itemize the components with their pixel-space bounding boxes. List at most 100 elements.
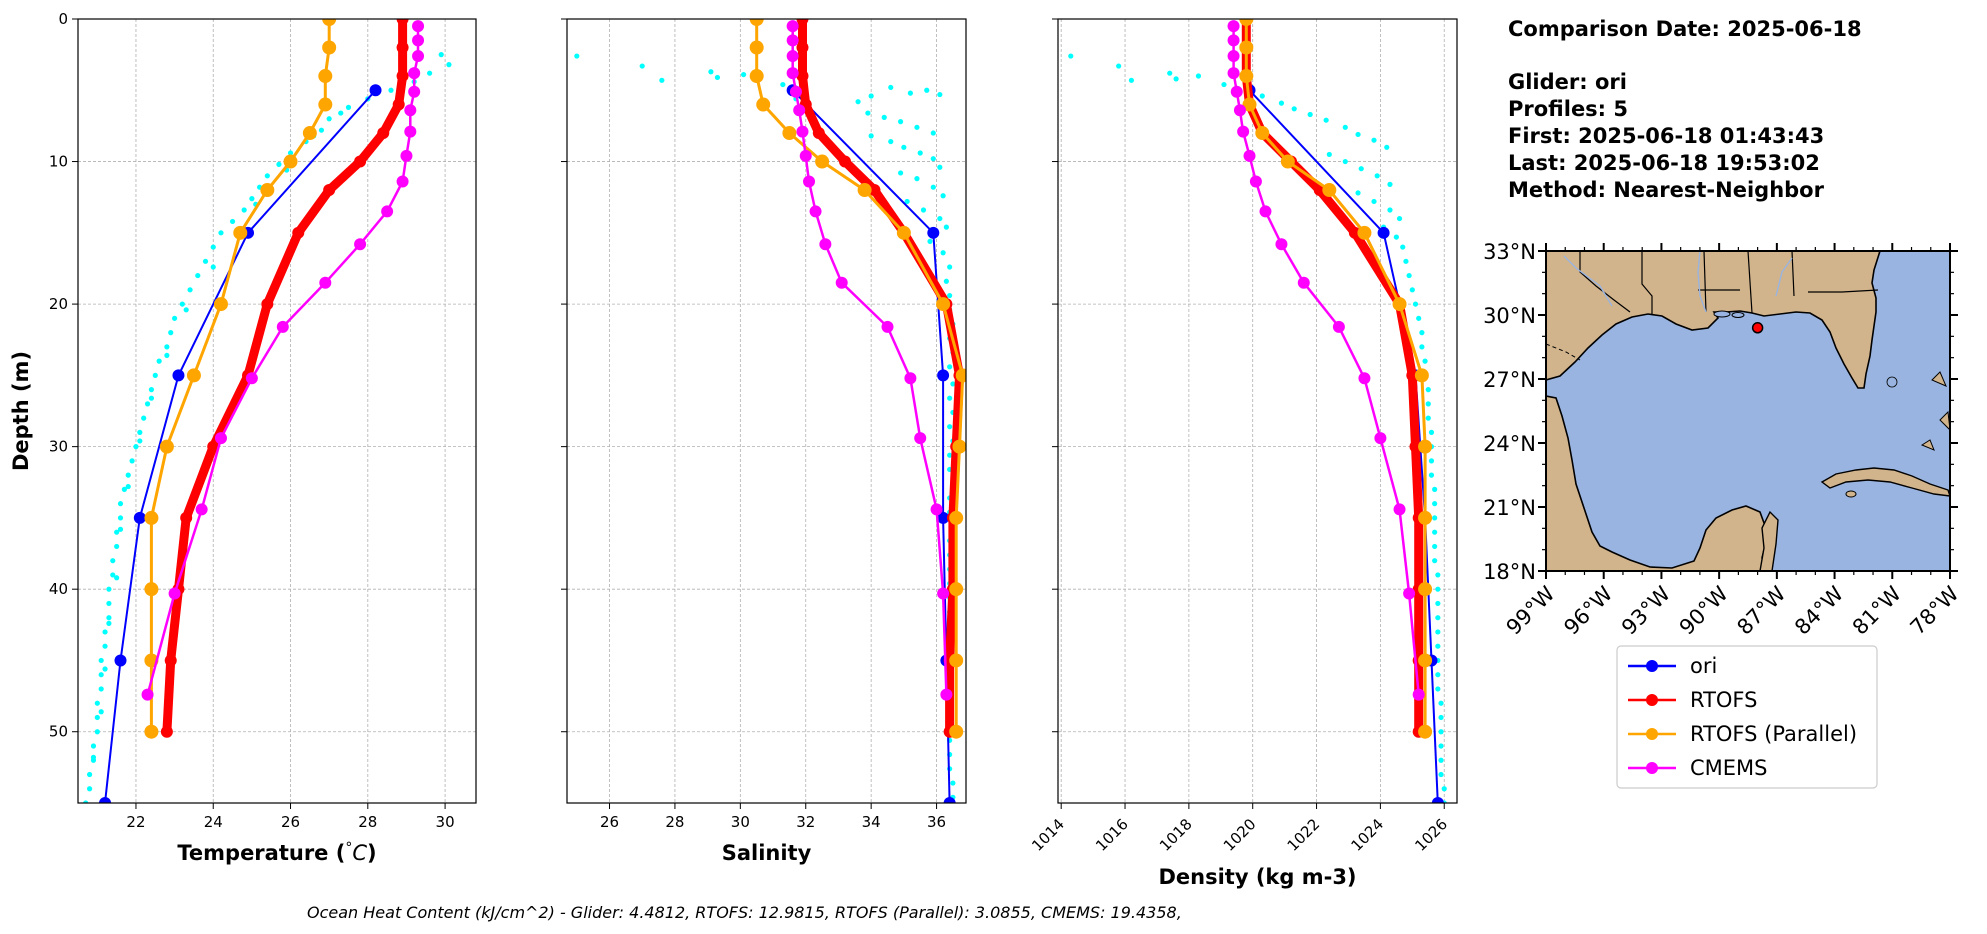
x-tick-label: 1022	[1284, 815, 1324, 855]
raw-glider-point	[388, 87, 394, 93]
data-point	[955, 368, 966, 383]
data-point	[786, 50, 799, 63]
raw-glider-point	[427, 70, 433, 76]
raw-glider-point	[1435, 586, 1441, 592]
data-point	[1431, 797, 1444, 803]
raw-glider-point	[1387, 181, 1393, 187]
legend-box	[1616, 645, 1878, 789]
series-rtofs	[160, 19, 409, 738]
data-point	[796, 70, 809, 83]
raw-glider-point	[1438, 771, 1444, 778]
data-point	[323, 184, 336, 197]
raw-glider-point	[1068, 53, 1074, 59]
raw-glider-point	[168, 330, 174, 336]
data-point	[1322, 183, 1337, 198]
x-axis-label: Temperature (°C)	[177, 840, 376, 865]
raw-glider-point	[264, 173, 270, 179]
raw-glider-point	[1173, 76, 1179, 82]
map-frame	[1545, 250, 1951, 572]
raw-glider-point	[125, 483, 131, 490]
map-lon-label: 99°W	[1502, 581, 1560, 639]
raw-glider-point	[1374, 173, 1380, 179]
series-cmems	[141, 20, 425, 701]
map-lat-label: 21°N	[1483, 496, 1536, 520]
data-point	[164, 654, 177, 667]
data-point	[756, 97, 771, 112]
data-point	[396, 41, 409, 54]
raw-glider-point	[904, 198, 910, 205]
raw-glider-point	[1428, 472, 1435, 478]
legend-marker	[1646, 660, 1658, 672]
data-point	[1239, 69, 1254, 84]
data-point	[799, 149, 812, 162]
series-rtofs	[1240, 19, 1425, 738]
raw-glider-point	[90, 754, 97, 760]
data-point	[404, 104, 417, 117]
raw-glider-point	[943, 278, 949, 284]
raw-glider-point	[924, 87, 930, 93]
data-point	[1249, 175, 1262, 188]
raw-glider-point	[1342, 158, 1348, 165]
isla-juventud	[1845, 490, 1857, 498]
raw-glider-point	[86, 771, 93, 778]
data-point	[949, 582, 964, 597]
raw-glider-point	[947, 452, 953, 458]
map-lon-label: 93°W	[1617, 581, 1675, 639]
x-tick-label: 26	[281, 813, 300, 831]
data-point	[159, 439, 174, 454]
raw-glider-point	[914, 176, 920, 182]
x-axis-label: Density (kg m-3)	[1158, 865, 1356, 889]
data-point	[835, 276, 848, 289]
axes-frame	[77, 18, 477, 804]
axes-frame	[1057, 18, 1458, 804]
raw-glider-point	[1116, 63, 1122, 69]
map-lon-label: 96°W	[1559, 581, 1617, 639]
data-point	[1227, 67, 1240, 80]
raw-glider-point	[1432, 558, 1438, 564]
data-point	[180, 511, 193, 524]
raw-glider-point	[137, 429, 143, 435]
data-point	[260, 183, 275, 198]
raw-glider-point	[708, 69, 714, 75]
data-point	[809, 205, 822, 218]
data-point	[1243, 149, 1256, 162]
raw-glider-point	[1128, 77, 1135, 83]
raw-glider-point	[287, 150, 294, 156]
data-point	[796, 125, 809, 138]
raw-glider-point	[94, 714, 100, 721]
raw-glider-point	[338, 110, 344, 116]
raw-glider-point	[940, 193, 946, 199]
map-lat-label: 27°N	[1483, 368, 1536, 392]
data-point	[749, 19, 764, 26]
legend: ori RTOFS RTOFS (Parallel) CMEMS	[1616, 645, 1878, 789]
data-point	[1227, 34, 1240, 47]
raw-glider-point	[943, 224, 949, 230]
data-point	[404, 125, 417, 138]
raw-glider-point	[1419, 330, 1425, 336]
raw-glider-point	[1428, 458, 1435, 464]
raw-glider-point	[102, 666, 108, 672]
raw-glider-point	[187, 287, 193, 293]
raw-glider-point	[1355, 131, 1361, 138]
raw-glider-point	[164, 344, 170, 350]
x-tick-label: 1024	[1347, 815, 1387, 855]
series-line	[798, 19, 964, 737]
raw-glider-point	[1195, 73, 1202, 79]
axes-frame	[566, 18, 967, 804]
raw-glider-point	[1396, 215, 1403, 222]
raw-glider-point	[1342, 124, 1348, 130]
data-point	[937, 587, 950, 600]
data-point	[796, 19, 809, 25]
data-point	[144, 724, 159, 739]
data-point	[937, 369, 950, 382]
series-rtofs-parallel	[1239, 19, 1433, 739]
x-tick-label: 34	[862, 813, 881, 831]
info-first: First: 2025-06-18 01:43:43	[1508, 124, 1824, 148]
raw-glider-point	[947, 395, 953, 401]
legend-item-rtofs: RTOFS	[1628, 688, 1757, 712]
raw-glider-point	[741, 71, 747, 78]
raw-glider-point	[137, 438, 143, 444]
data-point	[396, 175, 409, 188]
